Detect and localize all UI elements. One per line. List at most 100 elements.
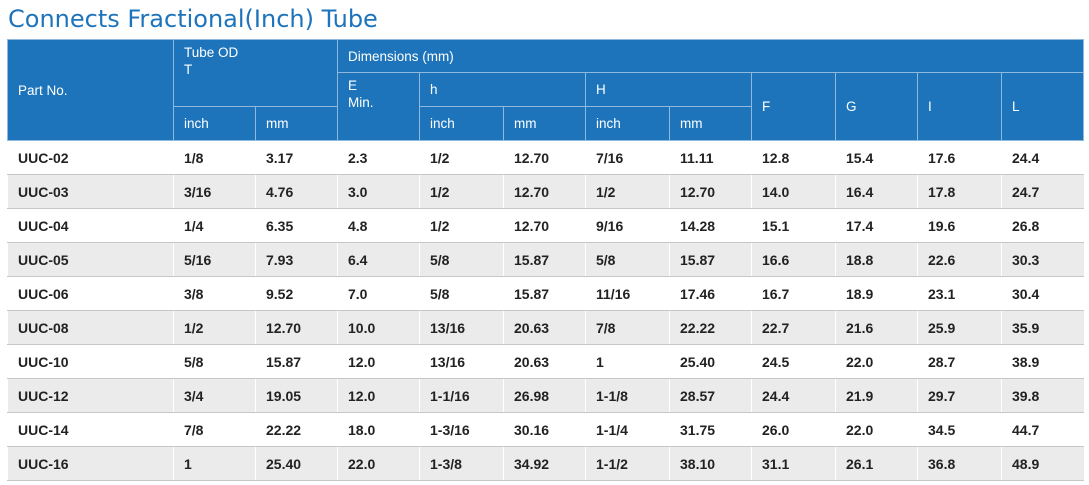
table-cell: 4.8 bbox=[337, 208, 420, 243]
table-cell: 25.9 bbox=[917, 310, 1002, 345]
header-tube-mm: mm bbox=[255, 106, 338, 141]
table-cell: 1-1/16 bbox=[419, 378, 504, 413]
header-h-big-inch: inch bbox=[585, 106, 670, 141]
part-number-cell: UUC-14 bbox=[7, 412, 174, 447]
table-cell: 16.7 bbox=[751, 276, 836, 311]
table-cell: 7.93 bbox=[255, 242, 338, 277]
table-cell: 2.3 bbox=[337, 140, 420, 175]
table-cell: 22.0 bbox=[835, 412, 918, 447]
table-cell: 11/16 bbox=[585, 276, 670, 311]
part-number-cell: UUC-02 bbox=[7, 140, 174, 175]
table-cell: 18.9 bbox=[835, 276, 918, 311]
table-cell: 22.0 bbox=[337, 446, 420, 481]
part-number-cell: UUC-08 bbox=[7, 310, 174, 345]
part-number-cell: UUC-03 bbox=[7, 174, 174, 209]
page-title: Connects Fractional(Inch) Tube bbox=[8, 5, 378, 33]
table-body: UUC-02 1/8 3.17 2.3 1/2 12.70 7/16 11.11 12.8 15.… bbox=[7, 140, 1084, 481]
table-cell: 20.63 bbox=[503, 310, 586, 345]
table-cell: 48.9 bbox=[1000, 446, 1084, 481]
table-cell: 12.70 bbox=[503, 208, 586, 243]
table-cell: 39.8 bbox=[1000, 378, 1084, 413]
table-cell: 10.0 bbox=[337, 310, 420, 345]
table-cell: 31.1 bbox=[751, 446, 836, 481]
table-cell: 12.0 bbox=[337, 378, 420, 413]
part-number-cell: UUC-10 bbox=[7, 344, 174, 379]
table-cell: 3.0 bbox=[337, 174, 420, 209]
header-tube-od: Tube OD T bbox=[173, 39, 338, 107]
table-cell: 15.87 bbox=[503, 276, 586, 311]
table-cell: 7/16 bbox=[585, 140, 670, 175]
part-number-cell: UUC-16 bbox=[7, 446, 174, 481]
header-part-no: Part No. bbox=[7, 39, 174, 141]
table-cell: 38.10 bbox=[669, 446, 752, 481]
table-cell: 28.57 bbox=[669, 378, 752, 413]
table-cell: 18.0 bbox=[337, 412, 420, 447]
table-cell: 17.46 bbox=[669, 276, 752, 311]
table-cell: 36.8 bbox=[917, 446, 1002, 481]
table-cell: 12.8 bbox=[751, 140, 836, 175]
table-cell: 1/2 bbox=[419, 208, 504, 243]
header-h-big-mm: mm bbox=[669, 106, 752, 141]
table-cell: 12.70 bbox=[669, 174, 752, 209]
table-cell: 1/2 bbox=[585, 174, 670, 209]
table-cell: 31.75 bbox=[669, 412, 752, 447]
table-cell: 5/8 bbox=[419, 242, 504, 277]
header-h-small-mm: mm bbox=[503, 106, 586, 141]
table-cell: 3/16 bbox=[173, 174, 256, 209]
table-cell: 1/8 bbox=[173, 140, 256, 175]
header-e-label: E bbox=[348, 78, 358, 93]
table-cell: 5/16 bbox=[173, 242, 256, 277]
table-cell: 23.1 bbox=[917, 276, 1002, 311]
table-cell: 25.40 bbox=[255, 446, 338, 481]
table-cell: 3/4 bbox=[173, 378, 256, 413]
table-cell: 24.5 bbox=[751, 344, 836, 379]
table-cell: 19.6 bbox=[917, 208, 1002, 243]
table-row: UUC-10 5/8 15.87 12.0 13/16 20.63 1 25.40 24.5 22… bbox=[7, 344, 1084, 379]
table-cell: 1-1/2 bbox=[585, 446, 670, 481]
table-cell: 26.0 bbox=[751, 412, 836, 447]
table-cell: 5/8 bbox=[585, 242, 670, 277]
table-cell: 25.40 bbox=[669, 344, 752, 379]
table-cell: 30.16 bbox=[503, 412, 586, 447]
table-cell: 1 bbox=[173, 446, 256, 481]
table-row: UUC-02 1/8 3.17 2.3 1/2 12.70 7/16 11.11 12.8 15.… bbox=[7, 140, 1084, 175]
table-cell: 1 bbox=[585, 344, 670, 379]
table-cell: 6.4 bbox=[337, 242, 420, 277]
header-h-small-inch: inch bbox=[419, 106, 504, 141]
table-cell: 7.0 bbox=[337, 276, 420, 311]
header-f: F bbox=[751, 72, 836, 141]
part-number-cell: UUC-04 bbox=[7, 208, 174, 243]
header-tube-od-symbol: T bbox=[184, 62, 193, 77]
table-cell: 15.1 bbox=[751, 208, 836, 243]
table-row: UUC-14 7/8 22.22 18.0 1-3/16 30.16 1-1/4 31.75 2… bbox=[7, 412, 1084, 447]
table-cell: 1-1/8 bbox=[585, 378, 670, 413]
table-cell: 34.92 bbox=[503, 446, 586, 481]
header-e: E Min. bbox=[337, 72, 420, 141]
table-cell: 16.6 bbox=[751, 242, 836, 277]
table-cell: 5/8 bbox=[173, 344, 256, 379]
table-row: UUC-05 5/16 7.93 6.4 5/8 15.87 5/8 15.87 16.6 18.… bbox=[7, 242, 1084, 277]
header-l: L bbox=[1000, 72, 1085, 141]
part-number-cell: UUC-12 bbox=[7, 378, 174, 413]
table-cell: 15.4 bbox=[835, 140, 918, 175]
table-cell: 18.8 bbox=[835, 242, 918, 277]
table-cell: 12.70 bbox=[255, 310, 338, 345]
table-cell: 34.5 bbox=[917, 412, 1002, 447]
table-cell: 20.63 bbox=[503, 344, 586, 379]
table-row: UUC-08 1/2 12.70 10.0 13/16 20.63 7/8 22.22 22.7… bbox=[7, 310, 1084, 345]
table-cell: 15.87 bbox=[503, 242, 586, 277]
table-cell: 13/16 bbox=[419, 344, 504, 379]
table-row: UUC-16 1 25.40 22.0 1-3/8 34.92 1-1/2 38.10 31.1… bbox=[7, 446, 1084, 481]
table-cell: 1-1/4 bbox=[585, 412, 670, 447]
table-cell: 1/2 bbox=[419, 140, 504, 175]
table-cell: 16.4 bbox=[835, 174, 918, 209]
header-e-min: Min. bbox=[348, 95, 374, 110]
header-tube-od-label: Tube OD bbox=[184, 45, 239, 60]
table-cell: 17.8 bbox=[917, 174, 1002, 209]
table-cell: 5/8 bbox=[419, 276, 504, 311]
table-cell: 44.7 bbox=[1000, 412, 1084, 447]
spec-table: Part No. Tube OD T Dimensions (mm) E Min. … bbox=[7, 39, 1085, 481]
table-cell: 6.35 bbox=[255, 208, 338, 243]
table-row: UUC-12 3/4 19.05 12.0 1-1/16 26.98 1-1/8 28.57 2… bbox=[7, 378, 1084, 413]
table-cell: 38.9 bbox=[1000, 344, 1084, 379]
